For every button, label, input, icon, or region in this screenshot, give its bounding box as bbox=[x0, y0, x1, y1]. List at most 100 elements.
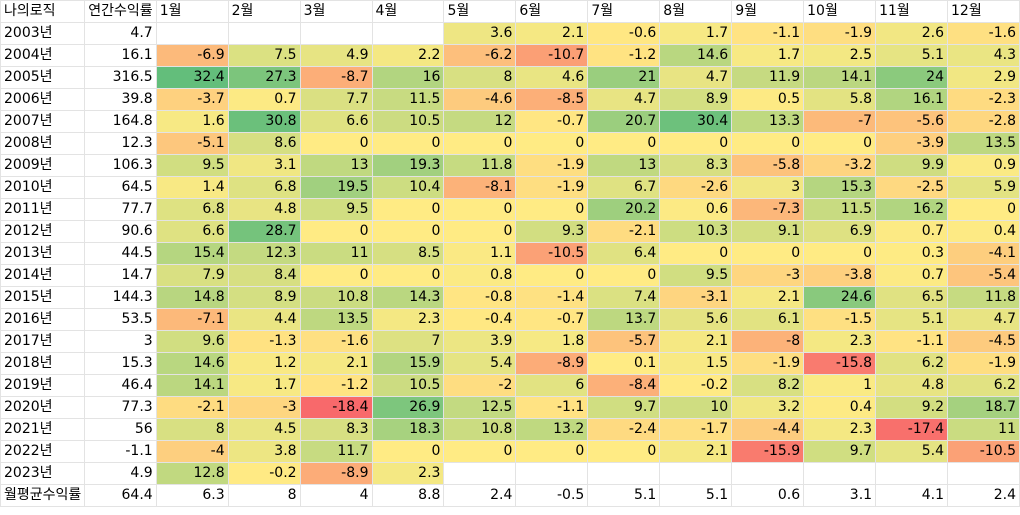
average-month-cell[interactable]: 4.1 bbox=[875, 484, 948, 507]
year-cell[interactable]: 2007년 bbox=[0, 110, 86, 133]
average-month-cell[interactable]: 2.4 bbox=[947, 484, 1020, 507]
monthly-return-cell[interactable]: -3.8 bbox=[803, 264, 877, 287]
monthly-return-cell[interactable]: 4.6 bbox=[515, 66, 589, 89]
annual-return-cell[interactable]: 4.9 bbox=[84, 462, 157, 485]
monthly-return-cell[interactable]: 0 bbox=[587, 440, 661, 463]
monthly-return-cell[interactable]: 2.1 bbox=[659, 330, 733, 353]
monthly-return-cell[interactable]: -7.3 bbox=[731, 198, 805, 221]
monthly-return-cell[interactable]: -4.1 bbox=[947, 242, 1020, 265]
monthly-return-cell[interactable]: -1.9 bbox=[731, 352, 805, 375]
monthly-return-cell[interactable]: 2.3 bbox=[803, 418, 877, 441]
monthly-return-cell[interactable] bbox=[803, 462, 877, 485]
monthly-return-cell[interactable]: -1.6 bbox=[947, 22, 1020, 45]
monthly-return-cell[interactable]: 2.1 bbox=[299, 352, 373, 375]
year-cell[interactable]: 2008년 bbox=[0, 132, 86, 155]
monthly-return-cell[interactable]: 11.8 bbox=[443, 154, 517, 177]
monthly-return-cell[interactable]: 9.5 bbox=[155, 154, 229, 177]
monthly-return-cell[interactable]: 4.8 bbox=[227, 198, 301, 221]
monthly-return-cell[interactable]: 9.3 bbox=[515, 220, 589, 243]
average-month-cell[interactable]: 8.8 bbox=[371, 484, 445, 507]
year-cell[interactable]: 2021년 bbox=[0, 418, 86, 441]
monthly-return-cell[interactable]: 3.9 bbox=[443, 330, 517, 353]
header-month-cell[interactable]: 5월 bbox=[443, 0, 517, 23]
monthly-return-cell[interactable]: 0.3 bbox=[875, 242, 948, 265]
monthly-return-cell[interactable]: 0 bbox=[443, 220, 517, 243]
average-month-cell[interactable]: 5.1 bbox=[587, 484, 661, 507]
monthly-return-cell[interactable]: -3 bbox=[731, 264, 805, 287]
year-cell[interactable]: 2019년 bbox=[0, 374, 86, 397]
monthly-return-cell[interactable]: -0.6 bbox=[587, 22, 661, 45]
monthly-return-cell[interactable]: 0.8 bbox=[443, 264, 517, 287]
monthly-return-cell[interactable] bbox=[443, 462, 517, 485]
monthly-return-cell[interactable]: -5.7 bbox=[587, 330, 661, 353]
monthly-return-cell[interactable]: -2.5 bbox=[875, 176, 948, 199]
monthly-return-cell[interactable]: 0 bbox=[443, 440, 517, 463]
monthly-return-cell[interactable]: -8.1 bbox=[443, 176, 517, 199]
monthly-return-cell[interactable]: 1.6 bbox=[155, 110, 229, 133]
monthly-return-cell[interactable]: 0 bbox=[443, 132, 517, 155]
average-month-cell[interactable]: 2.4 bbox=[443, 484, 517, 507]
annual-return-cell[interactable]: 77.3 bbox=[84, 396, 157, 419]
annual-return-cell[interactable]: 53.5 bbox=[84, 308, 157, 331]
year-cell[interactable]: 2003년 bbox=[0, 22, 86, 45]
monthly-return-cell[interactable]: 6.6 bbox=[155, 220, 229, 243]
monthly-return-cell[interactable]: -7 bbox=[803, 110, 877, 133]
monthly-return-cell[interactable]: -4.6 bbox=[443, 88, 517, 111]
monthly-return-cell[interactable]: 1.5 bbox=[659, 352, 733, 375]
monthly-return-cell[interactable]: 14.8 bbox=[155, 286, 229, 309]
annual-return-cell[interactable]: 164.8 bbox=[84, 110, 157, 133]
monthly-return-cell[interactable]: 6.2 bbox=[947, 374, 1020, 397]
monthly-return-cell[interactable]: -1.7 bbox=[659, 418, 733, 441]
year-cell[interactable]: 2014년 bbox=[0, 264, 86, 287]
monthly-return-cell[interactable]: 15.3 bbox=[803, 176, 877, 199]
monthly-return-cell[interactable]: 10.5 bbox=[371, 110, 445, 133]
monthly-return-cell[interactable]: 10.3 bbox=[659, 220, 733, 243]
monthly-return-cell[interactable]: 4.5 bbox=[227, 418, 301, 441]
monthly-return-cell[interactable]: -8.7 bbox=[299, 66, 373, 89]
monthly-return-cell[interactable]: 0 bbox=[515, 198, 589, 221]
monthly-return-cell[interactable]: 2.1 bbox=[659, 440, 733, 463]
annual-return-cell[interactable]: 15.3 bbox=[84, 352, 157, 375]
monthly-return-cell[interactable]: 9.5 bbox=[299, 198, 373, 221]
monthly-return-cell[interactable]: 21 bbox=[587, 66, 661, 89]
average-month-cell[interactable]: 0.6 bbox=[731, 484, 805, 507]
monthly-return-cell[interactable]: -4.5 bbox=[947, 330, 1020, 353]
monthly-return-cell[interactable]: 12.5 bbox=[443, 396, 517, 419]
monthly-return-cell[interactable]: 5.9 bbox=[947, 176, 1020, 199]
monthly-return-cell[interactable]: 8.3 bbox=[659, 154, 733, 177]
monthly-return-cell[interactable]: 6.5 bbox=[875, 286, 948, 309]
monthly-return-cell[interactable]: -3.1 bbox=[659, 286, 733, 309]
monthly-return-cell[interactable]: 32.4 bbox=[155, 66, 229, 89]
monthly-return-cell[interactable]: 4.3 bbox=[947, 44, 1020, 67]
monthly-return-cell[interactable]: 6.1 bbox=[731, 308, 805, 331]
monthly-return-cell[interactable]: -6.9 bbox=[155, 44, 229, 67]
monthly-return-cell[interactable]: 0 bbox=[731, 132, 805, 155]
annual-return-cell[interactable]: 56 bbox=[84, 418, 157, 441]
monthly-return-cell[interactable]: 11.9 bbox=[731, 66, 805, 89]
monthly-return-cell[interactable]: 8.3 bbox=[299, 418, 373, 441]
monthly-return-cell[interactable]: -5.4 bbox=[947, 264, 1020, 287]
monthly-return-cell[interactable]: -2.8 bbox=[947, 110, 1020, 133]
monthly-return-cell[interactable]: 8.9 bbox=[659, 88, 733, 111]
monthly-return-cell[interactable]: 14.6 bbox=[155, 352, 229, 375]
monthly-return-cell[interactable]: 18.7 bbox=[947, 396, 1020, 419]
average-month-cell[interactable]: 5.1 bbox=[659, 484, 733, 507]
monthly-return-cell[interactable]: 5.4 bbox=[443, 352, 517, 375]
monthly-return-cell[interactable]: 1.7 bbox=[227, 374, 301, 397]
header-month-cell[interactable]: 6월 bbox=[515, 0, 589, 23]
monthly-return-cell[interactable]: -10.5 bbox=[947, 440, 1020, 463]
monthly-return-cell[interactable]: 1.7 bbox=[659, 22, 733, 45]
monthly-return-cell[interactable]: -0.2 bbox=[227, 462, 301, 485]
year-cell[interactable]: 2006년 bbox=[0, 88, 86, 111]
monthly-return-cell[interactable]: -2.3 bbox=[947, 88, 1020, 111]
monthly-return-cell[interactable]: -7.1 bbox=[155, 308, 229, 331]
monthly-return-cell[interactable]: 7.5 bbox=[227, 44, 301, 67]
average-month-cell[interactable]: -0.5 bbox=[515, 484, 589, 507]
year-cell[interactable]: 2017년 bbox=[0, 330, 86, 353]
monthly-return-cell[interactable]: -10.7 bbox=[515, 44, 589, 67]
monthly-return-cell[interactable]: -0.2 bbox=[659, 374, 733, 397]
monthly-return-cell[interactable] bbox=[299, 22, 373, 45]
monthly-return-cell[interactable]: 10 bbox=[659, 396, 733, 419]
monthly-return-cell[interactable]: -2.6 bbox=[659, 176, 733, 199]
monthly-return-cell[interactable]: 7.9 bbox=[155, 264, 229, 287]
